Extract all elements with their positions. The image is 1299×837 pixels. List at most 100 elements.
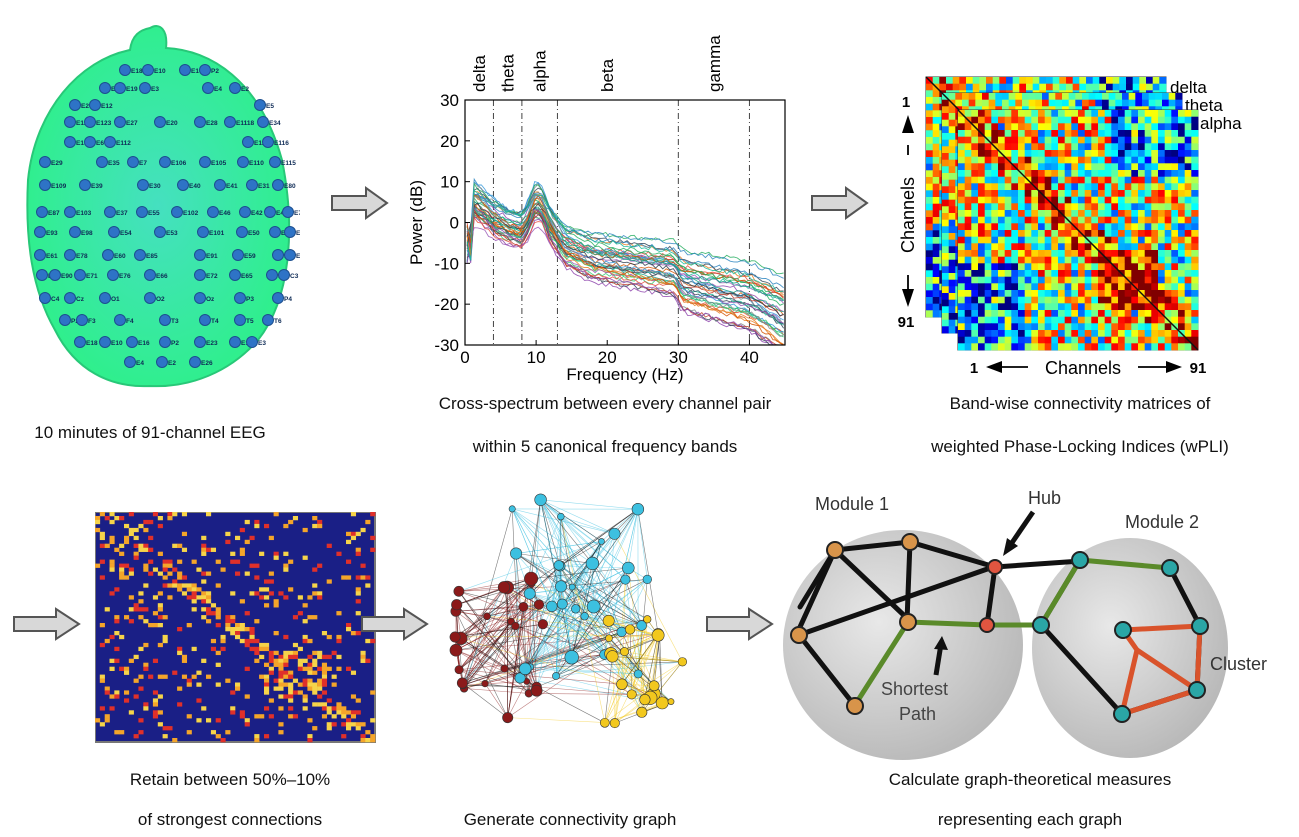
spectra-lines: [466, 177, 784, 346]
band-label: gamma: [705, 35, 724, 92]
electrode-label: E110: [249, 160, 264, 167]
caption-measures-2: representing each graph: [937, 810, 1123, 829]
electrode-label: Cz: [76, 296, 85, 303]
shortest-path-label-1: Shortest: [881, 679, 948, 699]
graph-edges: [454, 499, 683, 724]
electrode-label: E13: [76, 140, 88, 147]
electrode-label: E7: [139, 160, 147, 167]
electrode-label: E106: [171, 160, 187, 167]
electrode: [154, 116, 166, 128]
electrode-label: E55: [148, 210, 160, 217]
electrode-label: E72: [206, 273, 218, 280]
electrode: [119, 64, 131, 76]
electrode: [89, 99, 101, 111]
channel-spectrum: [466, 214, 784, 304]
channel-spectrum: [466, 193, 784, 346]
electrode-label: E35: [108, 160, 120, 167]
electrode: [139, 82, 151, 94]
electrode: [59, 314, 71, 326]
electrode: [199, 156, 211, 168]
electrode-label: E18: [131, 68, 143, 75]
electrode: [104, 206, 116, 218]
electrode-label: P2: [211, 68, 219, 75]
graph-nodes: [449, 493, 688, 729]
electrode-label: E91: [206, 253, 218, 260]
channel-spectrum: [467, 216, 784, 336]
electrode-label: E16: [191, 68, 203, 75]
electrode-label: E26: [201, 360, 213, 367]
electrode: [262, 314, 274, 326]
caption-threshold-1: Retain between 50%–10%: [129, 770, 331, 789]
electrode: [229, 336, 241, 348]
electrode-label: Pz: [71, 318, 79, 325]
electrode-label: E40: [189, 183, 201, 190]
electrode-label: T4: [211, 318, 219, 325]
electrode: [262, 136, 274, 148]
electrode-label: E98: [81, 230, 93, 237]
electrode-label: O1: [111, 296, 120, 303]
electrode: [194, 336, 206, 348]
electrode-label: E101: [209, 230, 225, 237]
electrode: [99, 82, 111, 94]
channel-spectrum: [466, 194, 784, 337]
electrode: [234, 292, 246, 304]
electrode-label: E109: [51, 183, 67, 190]
module-1-area: [783, 530, 1023, 760]
hub-label: Hub: [1028, 488, 1061, 508]
electrode-label: E42: [251, 210, 263, 217]
arrow-left-icon: [986, 361, 1002, 373]
electrode-label: E19: [126, 86, 138, 93]
electrode-label: E41: [226, 183, 238, 190]
electrode: [114, 82, 126, 94]
band-label: delta: [470, 55, 489, 92]
electrode-label: P2: [171, 340, 179, 347]
electrode-label: E23: [206, 340, 218, 347]
electrode-label: E118: [76, 120, 91, 127]
electrode: [69, 226, 81, 238]
caption-threshold-2: of strongest connections: [137, 810, 323, 829]
electrode: [284, 226, 296, 238]
electrode-group: E18 E10 E16 P2 E23 E19 E3 E4 E2 E26 E12 E5 E118 E123 E…: [34, 64, 300, 368]
y-tick-end: 91: [898, 314, 915, 331]
electrode-label: E39: [91, 183, 103, 190]
electrode: [171, 206, 183, 218]
electrode-label: E79: [294, 210, 300, 217]
electrode-label: E2: [168, 360, 176, 367]
electrode-label: C4: [51, 296, 60, 303]
electrode-label: E46: [219, 210, 231, 217]
shortest-path-label-2: Path: [899, 704, 936, 724]
x-tick-start: 1: [970, 360, 978, 377]
electrode-label: P4: [284, 296, 292, 303]
electrode-label: E4: [214, 86, 222, 93]
channel-spectrum: [466, 189, 784, 293]
electrode: [39, 156, 51, 168]
electrode: [234, 314, 246, 326]
channel-spectrum: [466, 206, 784, 346]
electrode: [136, 206, 148, 218]
electrode: [229, 82, 241, 94]
electrode-label: T5: [246, 318, 254, 325]
electrode-label: E1118: [236, 120, 254, 127]
electrode: [199, 64, 211, 76]
electrode: [36, 206, 48, 218]
electrode: [207, 206, 219, 218]
electrode-label: E2: [241, 86, 249, 93]
x-tick-label: 30: [669, 348, 688, 367]
electrode: [99, 292, 111, 304]
channel-spectrum: [466, 192, 784, 279]
matrix-y-axis-label: Channels: [898, 177, 918, 253]
x-tick-label: 40: [740, 348, 759, 367]
electrode-label: E54: [120, 230, 132, 237]
electrode: [34, 226, 46, 238]
y-tick-start: 1: [902, 94, 910, 111]
electrode: [177, 179, 189, 191]
electrode-label: E4: [136, 360, 144, 367]
electrode: [266, 269, 278, 281]
scalp-outline: [26, 25, 291, 388]
band-label: theta: [499, 54, 518, 92]
electrode: [237, 156, 249, 168]
module-2-area: [1032, 538, 1228, 758]
electrode-label: E47: [276, 210, 288, 217]
electrode: [49, 269, 61, 281]
y-axis-label: Power (dB): [407, 180, 426, 265]
